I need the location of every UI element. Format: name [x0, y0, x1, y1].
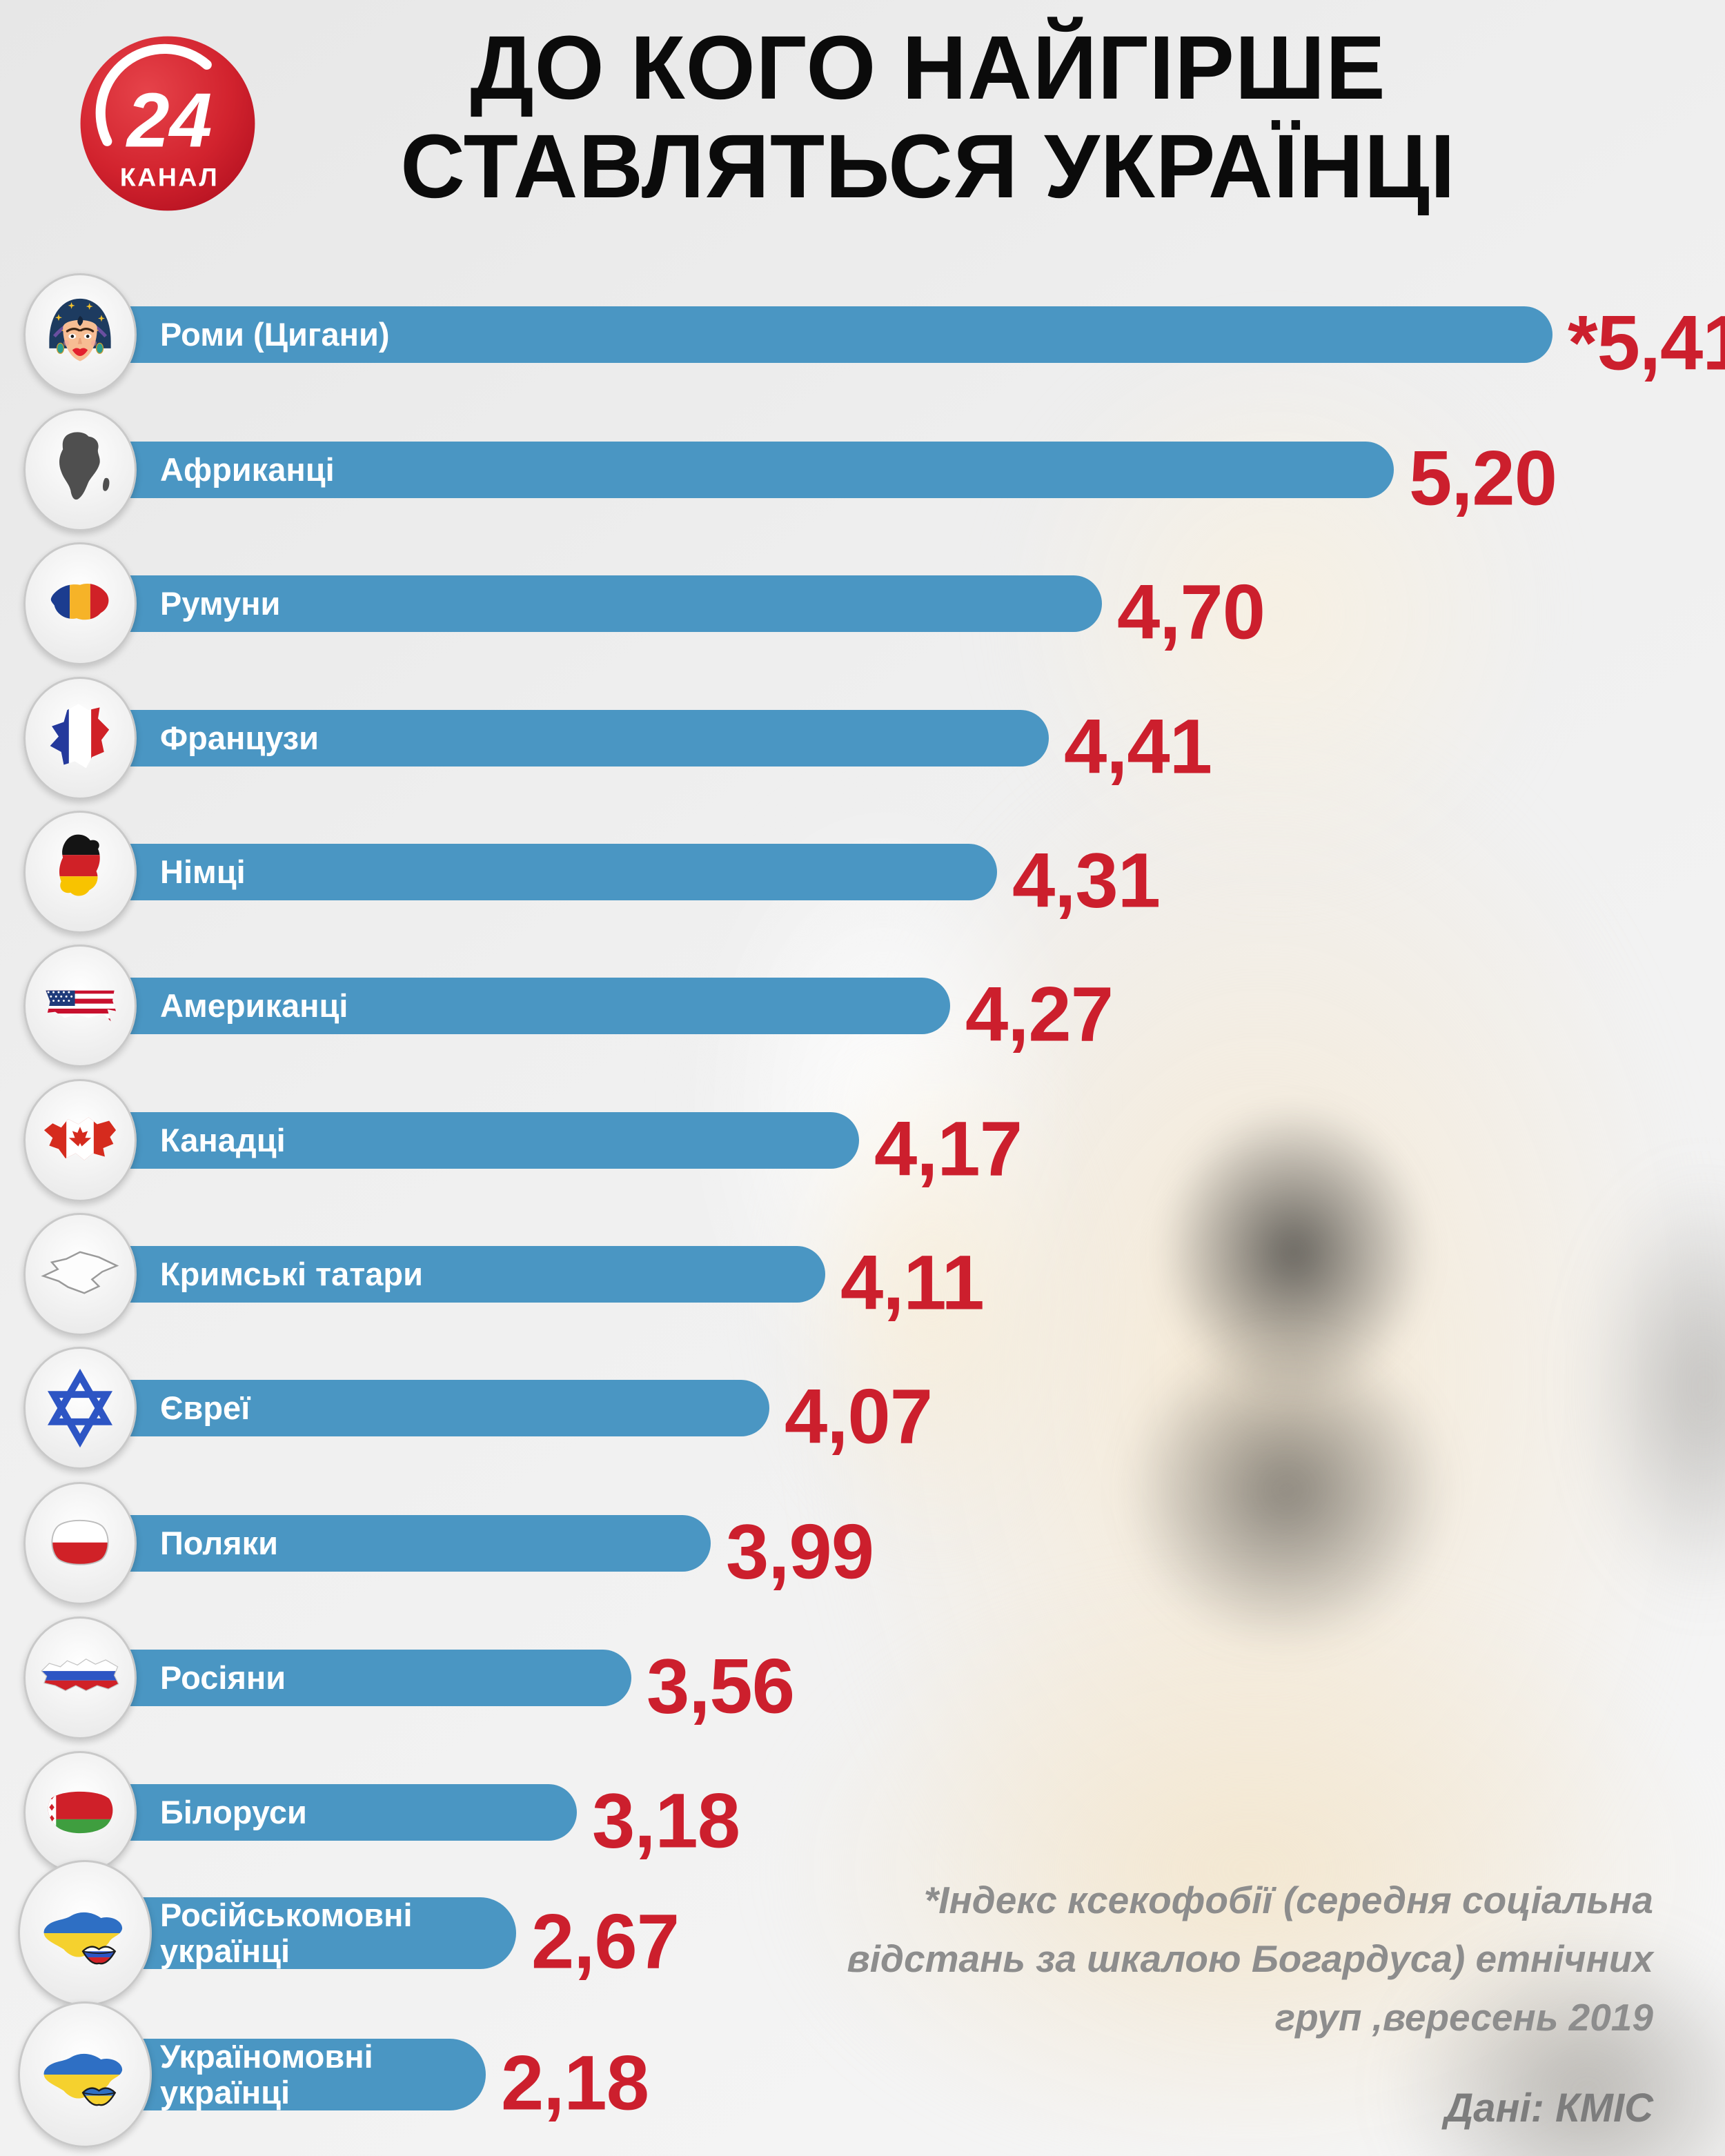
row-icon-medal — [23, 542, 137, 665]
bar — [59, 1246, 825, 1303]
bar — [59, 442, 1394, 498]
chart-row: Євреї 4,07 — [0, 1347, 1725, 1470]
channel-24-logo: 24 КАНАЛ — [79, 34, 257, 212]
row-icon-medal — [23, 677, 137, 800]
page-title: ДО КОГО НАЙГІРШЕ СТАВЛЯТЬСЯ УКРАЇНЦІ — [378, 18, 1478, 215]
chart-row: Американці 4,27 — [0, 945, 1725, 1067]
row-icon-medal — [23, 1079, 137, 1202]
france-map-icon — [37, 695, 123, 781]
channel-24-logo-icon: 24 КАНАЛ — [80, 36, 255, 211]
row-icon-medal — [18, 1860, 152, 2006]
row-label: Євреї — [160, 1389, 250, 1426]
africa-map-icon — [37, 427, 123, 513]
russia-map-icon — [37, 1635, 123, 1721]
footnote-line1: *Індекс ксекофобії (середня соціальна — [923, 1879, 1653, 1921]
row-icon-medal — [23, 408, 137, 531]
row-value: 3,18 — [592, 1777, 740, 1864]
row-icon-medal — [23, 945, 137, 1067]
row-icon-medal — [23, 1347, 137, 1470]
row-label: Росіяни — [160, 1659, 286, 1696]
bar — [59, 978, 950, 1034]
chart-row: Румуни 4,70 — [0, 542, 1725, 665]
row-value: 4,17 — [874, 1105, 1023, 1192]
row-value: *5,41 — [1568, 299, 1725, 386]
dark-pawn-body — [1125, 1332, 1449, 1649]
row-icon-medal — [23, 1751, 137, 1874]
row-label: Поляки — [160, 1525, 279, 1561]
row-value: 4,41 — [1064, 703, 1212, 790]
chart-row: Африканці 5,20 — [0, 408, 1725, 531]
canada-map-icon — [37, 1098, 123, 1183]
row-value: 4,70 — [1117, 568, 1265, 655]
bar — [59, 1650, 631, 1706]
chart-row: Роми (Цигани) *5,41 — [0, 273, 1725, 396]
bar — [59, 1112, 859, 1169]
footnote: *Індекс ксекофобії (середня соціальна від… — [618, 1871, 1653, 2047]
row-label: Україномовні українці — [160, 2038, 373, 2110]
bar — [59, 1784, 577, 1841]
footnote-line2: відстань за шкалою Богардуса) етнічних — [847, 1937, 1653, 1980]
row-label: Роми (Цигани) — [160, 316, 390, 353]
row-label: Російськомовні українці — [160, 1897, 413, 1969]
roma-woman-icon — [37, 292, 123, 377]
chart-row: Канадці 4,17 — [0, 1079, 1725, 1202]
bar — [59, 1380, 769, 1436]
bar — [59, 306, 1552, 363]
star-of-david-icon — [37, 1365, 123, 1451]
usa-map-icon — [37, 963, 123, 1049]
svg-text:КАНАЛ: КАНАЛ — [120, 162, 219, 191]
chart-row: Білоруси 3,18 — [0, 1751, 1725, 1874]
ukraine-map-ua-lips-icon — [34, 2024, 135, 2125]
row-label: Африканці — [160, 451, 335, 488]
row-value: 3,99 — [726, 1508, 874, 1595]
page-title-line2: СТАВЛЯТЬСЯ УКРАЇНЦІ — [400, 115, 1456, 217]
row-icon-medal — [23, 1482, 137, 1605]
row-label: Канадці — [160, 1122, 286, 1158]
bar — [59, 575, 1102, 632]
footnote-line3: груп ,вересень 2019 — [1274, 1996, 1653, 2039]
row-value: 4,07 — [785, 1373, 933, 1460]
chart-row: Російськомовні українці 2,67 — [0, 1860, 1725, 2006]
row-value: 3,56 — [647, 1643, 795, 1730]
row-label: Американці — [160, 987, 348, 1024]
chart-row: Росіяни 3,56 — [0, 1616, 1725, 1739]
row-icon-medal — [23, 1616, 137, 1739]
row-icon-medal — [23, 273, 137, 396]
row-label: Французи — [160, 720, 319, 756]
chart-row: Кримські татари 4,11 — [0, 1213, 1725, 1336]
row-icon-medal — [18, 2001, 152, 2148]
row-value: 2,67 — [531, 1898, 680, 1985]
row-label: Румуни — [160, 585, 281, 622]
row-icon-medal — [23, 811, 137, 933]
belarus-map-icon — [37, 1770, 123, 1855]
chart-row: Україномовні українці 2,18 — [0, 2001, 1725, 2148]
row-value: 4,27 — [965, 971, 1114, 1058]
row-label: Кримські татари — [160, 1256, 424, 1292]
crimea-map-icon — [37, 1232, 123, 1317]
row-value: 4,11 — [840, 1239, 985, 1326]
chart-row: Німці 4,31 — [0, 811, 1725, 933]
poland-map-icon — [37, 1501, 123, 1586]
bar — [59, 1515, 711, 1572]
chart-row: Поляки 3,99 — [0, 1482, 1725, 1605]
germany-map-icon — [37, 829, 123, 915]
row-value: 2,18 — [501, 2039, 649, 2126]
row-value: 5,20 — [1409, 435, 1557, 522]
bar — [59, 844, 997, 900]
svg-text:24: 24 — [126, 78, 212, 164]
row-value: 4,31 — [1012, 837, 1161, 924]
row-label: Білоруси — [160, 1794, 307, 1830]
row-label: Німці — [160, 853, 246, 890]
chart-row: Французи 4,41 — [0, 677, 1725, 800]
ukraine-map-ru-lips-icon — [34, 1883, 135, 1984]
page-title-line1: ДО КОГО НАЙГІРШЕ — [470, 17, 1386, 118]
data-source: Дані: КМІС — [1444, 2086, 1653, 2130]
row-icon-medal — [23, 1213, 137, 1336]
bar — [59, 710, 1049, 767]
romania-map-icon — [37, 561, 123, 646]
